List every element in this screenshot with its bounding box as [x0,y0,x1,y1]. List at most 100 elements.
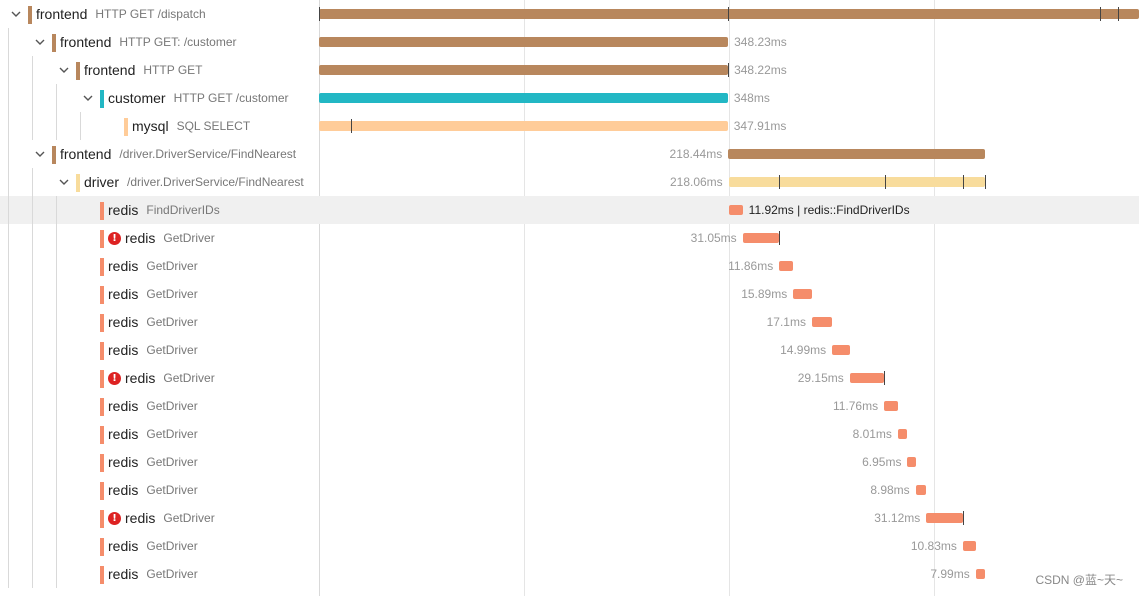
tree-guide-line [32,448,33,476]
chevron-down-icon[interactable] [32,28,48,56]
service-name: frontend [60,34,112,50]
service-color-bar [100,566,104,584]
span-row[interactable]: redis FindDriverIDs 11.92ms | redis::FindD… [0,196,1139,224]
span-row[interactable]: redis GetDriver 11.86ms [0,252,1139,280]
span-row[interactable]: redis GetDriver 6.95ms [0,448,1139,476]
tree-guide-line [32,364,33,392]
span-row[interactable]: customer HTTP GET /customer 348ms [0,84,1139,112]
tree-guide-line [32,168,33,196]
span-label[interactable]: redis GetDriver [108,336,319,364]
span-bar[interactable] [915,485,927,495]
span-bar[interactable] [897,429,908,439]
tree-guide-line [8,112,9,140]
span-label[interactable]: ! redis GetDriver [108,364,319,392]
span-label[interactable]: redis GetDriver [108,476,319,504]
chevron-down-icon[interactable] [56,168,72,196]
span-label[interactable]: redis GetDriver [108,448,319,476]
service-name: redis [108,314,139,330]
span-bar[interactable] [811,317,833,327]
span-bar[interactable] [728,205,743,215]
tree-guide-line [8,532,9,560]
span-label[interactable]: redis GetDriver [108,532,319,560]
span-duration: 347.91ms [733,119,787,133]
service-name: redis [108,398,139,414]
span-duration: 17.1ms [766,315,806,329]
span-bar[interactable] [926,513,963,523]
span-log-tick [884,175,886,189]
span-label[interactable]: ! redis GetDriver [108,504,319,532]
span-bar[interactable] [884,401,898,411]
span-label[interactable]: customer HTTP GET /customer [108,84,319,112]
span-bar[interactable] [728,149,985,159]
span-row[interactable]: redis GetDriver 15.89ms [0,280,1139,308]
span-label[interactable]: redis GetDriver [108,392,319,420]
chevron-down-icon[interactable] [8,0,24,28]
span-row[interactable]: driver/driver.DriverService/FindNearest 2… [0,168,1139,196]
chevron-down-icon[interactable] [80,84,96,112]
operation-name: HTTP GET: /customer [119,35,237,49]
chevron-down-icon[interactable] [56,56,72,84]
span-row[interactable]: mysql SQL SELECT 347.91ms [0,112,1139,140]
span-label[interactable]: redis GetDriver [108,308,319,336]
span-label[interactable]: redis FindDriverIDs [108,196,319,224]
span-bar[interactable] [849,373,884,383]
operation-name: HTTP GET /customer [173,91,289,105]
span-bar[interactable] [907,457,916,467]
span-row[interactable]: redis GetDriver 17.1ms [0,308,1139,336]
span-bar[interactable] [319,121,728,131]
service-color-bar [100,342,104,360]
span-row[interactable]: ! redis GetDriver 31.12ms [0,504,1139,532]
span-row[interactable]: frontend HTTP GET 348.22ms [0,56,1139,84]
service-color-bar [52,146,56,164]
column-divider[interactable] [319,0,320,596]
span-bar[interactable] [832,345,850,355]
span-row[interactable]: frontend/driver.DriverService/FindNeares… [0,140,1139,168]
tree-guide-line [56,252,57,280]
span-label[interactable]: driver/driver.DriverService/FindNearest [84,168,319,196]
service-color-bar [76,62,80,80]
span-label[interactable]: ! redis GetDriver [108,224,319,252]
service-color-bar [28,6,32,24]
span-bar[interactable] [319,93,728,103]
span-row[interactable]: ! redis GetDriver 31.05ms [0,224,1139,252]
span-bar[interactable] [319,37,729,47]
span-row[interactable]: redis GetDriver 8.98ms [0,476,1139,504]
span-label[interactable]: redis GetDriver [108,252,319,280]
span-bar[interactable] [962,541,976,551]
span-bar[interactable] [742,233,780,243]
span-row[interactable]: redis GetDriver 14.99ms [0,336,1139,364]
span-label[interactable]: frontend HTTP GET: /customer [60,28,319,56]
span-row[interactable]: redis GetDriver 11.76ms [0,392,1139,420]
span-bar[interactable] [779,261,794,271]
span-label[interactable]: redis GetDriver [108,560,319,588]
span-row[interactable]: redis GetDriver 8.01ms [0,420,1139,448]
span-bar[interactable] [728,177,985,187]
tree-guide-line [8,280,9,308]
operation-name: HTTP GET [143,63,203,77]
tree-guide-line [32,308,33,336]
span-bar[interactable] [793,289,812,299]
span-row[interactable]: frontend HTTP GET: /customer 348.23ms [0,28,1139,56]
span-label[interactable]: frontend HTTP GET [84,56,319,84]
span-label[interactable]: frontend HTTP GET /dispatch [36,0,319,28]
span-label[interactable]: frontend/driver.DriverService/FindNeares… [60,140,319,168]
tree-guide-line [8,196,9,224]
span-row[interactable]: redis GetDriver 7.99ms [0,560,1139,588]
tree-guide-line [56,308,57,336]
operation-name: GetDriver [146,343,198,357]
span-label[interactable]: redis GetDriver [108,420,319,448]
span-label[interactable]: redis GetDriver [108,280,319,308]
span-row[interactable]: ! redis GetDriver 29.15ms [0,364,1139,392]
tree-guide-line [8,308,9,336]
chevron-down-icon[interactable] [32,140,48,168]
span-row[interactable]: redis GetDriver 10.83ms [0,532,1139,560]
tree-guide-line [56,532,57,560]
tree-guide-line [32,196,33,224]
span-bar[interactable] [975,569,986,579]
span-bar[interactable] [319,65,729,75]
span-row[interactable]: frontend HTTP GET /dispatch [0,0,1139,28]
span-label[interactable]: mysql SQL SELECT [132,112,319,140]
span-duration: 10.83ms [910,539,957,553]
tree-guide-line [8,448,9,476]
